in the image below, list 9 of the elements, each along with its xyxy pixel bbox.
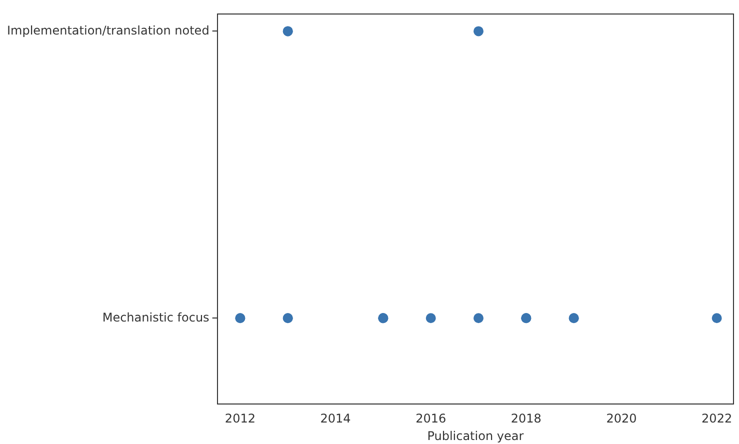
x-tick-label: 2022 bbox=[702, 412, 732, 426]
x-axis-title: Publication year bbox=[427, 428, 524, 443]
x-tick-label: 2018 bbox=[510, 412, 542, 426]
x-tick-label: 2014 bbox=[320, 412, 351, 426]
y-tick-label: Mechanistic focus bbox=[102, 310, 210, 324]
x-tick-label: 2016 bbox=[416, 412, 446, 426]
x-tick-label: 2012 bbox=[224, 412, 256, 426]
x-tick-label: 2020 bbox=[606, 412, 637, 426]
y-tick-label: Implementation/translation noted bbox=[6, 23, 210, 38]
